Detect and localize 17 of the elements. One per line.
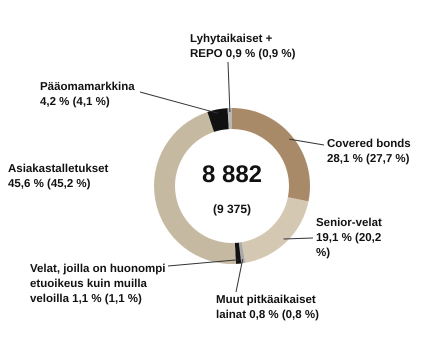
slice-label: Velat, joilla on huonompi etuoikeus kuin muilla veloilla 1,1 % (1,1 %) xyxy=(30,263,166,305)
data-label: 45,6 % (45,2 %) xyxy=(8,178,91,190)
text: 8 882 xyxy=(202,161,262,188)
donut-slice xyxy=(228,108,232,130)
donut-slice xyxy=(234,242,242,264)
slice-label: Muut pitkäaikaiset lainat 0,8 % (0,8 %) xyxy=(216,294,320,321)
slice-label: Lyhytaikaiset + REPO 0,9 % (0,9 %) xyxy=(190,33,296,60)
slice-label: Pääomamarkkina xyxy=(40,81,136,93)
data-label: 28,1 % (27,7 %) xyxy=(327,153,410,165)
text: (9 375) xyxy=(212,202,252,216)
data-label: 4,2 % (4,1 %) xyxy=(40,96,110,108)
data-label: 19,1 % (20,2 %) xyxy=(316,232,382,259)
donut-slice xyxy=(238,242,246,264)
slice-label: Asiakastalletukset xyxy=(8,163,109,175)
donut-slice xyxy=(207,108,229,132)
slice-label: Senior-velat xyxy=(316,217,382,229)
slice-label: Covered bonds xyxy=(327,138,411,150)
